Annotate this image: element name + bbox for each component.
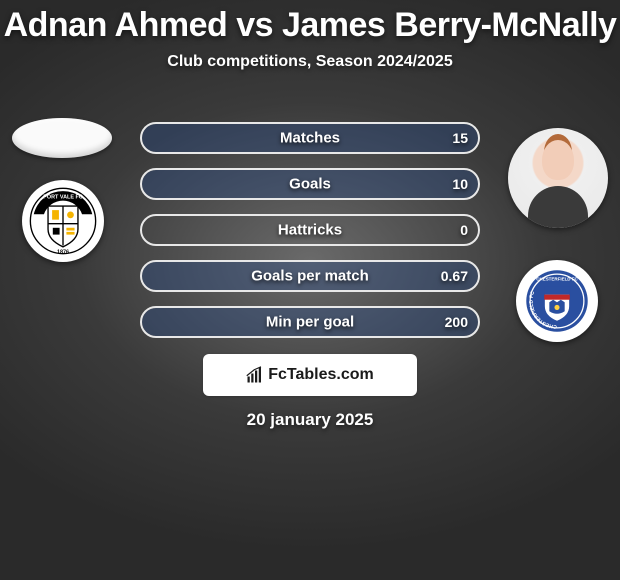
stat-label: Min per goal (266, 314, 354, 331)
page-subtitle: Club competitions, Season 2024/2025 (0, 53, 620, 71)
stat-label: Goals (289, 176, 331, 193)
stats-area: Matches 15 Goals 10 Hattricks 0 Goals pe… (0, 122, 620, 352)
stat-right-value: 10 (452, 176, 468, 192)
comparison-card: Adnan Ahmed vs James Berry-McNally Club … (0, 0, 620, 580)
stat-right-value: 0 (460, 222, 468, 238)
stat-label: Matches (280, 130, 340, 147)
stat-right-value: 200 (445, 314, 468, 330)
stat-right-value: 0.67 (441, 268, 468, 284)
page-title: Adnan Ahmed vs James Berry-McNally (0, 0, 620, 45)
date-line: 20 january 2025 (0, 410, 620, 430)
stat-row-goals: Goals 10 (140, 168, 480, 200)
stat-row-matches: Matches 15 (140, 122, 480, 154)
stat-right-value: 15 (452, 130, 468, 146)
stat-label: Hattricks (278, 222, 342, 239)
stat-row-hattricks: Hattricks 0 (140, 214, 480, 246)
stat-row-goals-per-match: Goals per match 0.67 (140, 260, 480, 292)
brand-text: FcTables.com (268, 366, 374, 384)
bar-chart-icon (246, 366, 264, 384)
stat-label: Goals per match (251, 268, 369, 285)
stat-row-min-per-goal: Min per goal 200 (140, 306, 480, 338)
brand-box: FcTables.com (203, 354, 417, 396)
